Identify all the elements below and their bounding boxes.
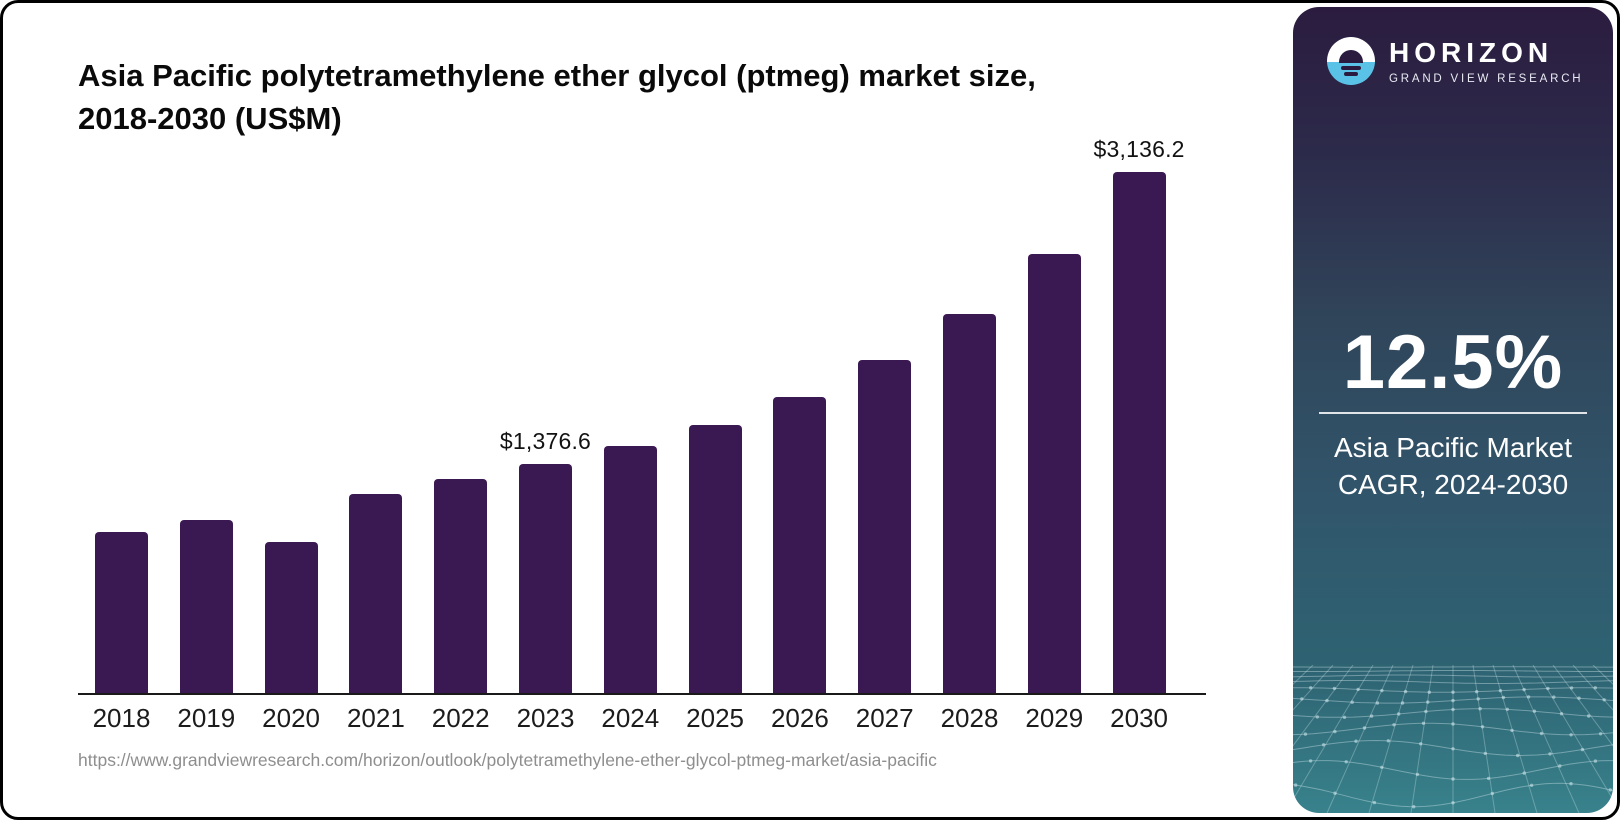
bar-2021 xyxy=(349,493,403,693)
bar-chart: 2018 2019 2020 2021 2022 $1,376.6 2023 2024 2025… xyxy=(78,136,1206,733)
x-axis-label-2021: 2021 xyxy=(346,703,405,733)
bar-2024 xyxy=(603,446,657,693)
bar-2025 xyxy=(688,424,742,693)
x-axis-label-2025: 2025 xyxy=(686,703,745,733)
sidebar-panel: HORIZON GRAND VIEW RESEARCH 12.5% Asia P… xyxy=(1293,7,1613,813)
brand-name: HORIZON xyxy=(1389,37,1554,68)
brand-block: HORIZON GRAND VIEW RESEARCH xyxy=(1327,37,1583,85)
x-axis-label-2020: 2020 xyxy=(262,703,321,733)
x-axis-label-2023: 2023 xyxy=(516,703,575,733)
x-axis-label-2027: 2027 xyxy=(855,703,914,733)
bar-2023 xyxy=(519,464,572,693)
horizon-line-1 xyxy=(1341,66,1361,70)
brand-text: HORIZON GRAND VIEW RESEARCH xyxy=(1389,37,1583,85)
bar-2028 xyxy=(943,314,996,693)
sun-shape xyxy=(1339,50,1363,63)
brand-tagline: GRAND VIEW RESEARCH xyxy=(1389,73,1584,85)
bar-2027 xyxy=(858,360,912,693)
bar-2018 xyxy=(95,531,148,693)
x-axis-label-2028: 2028 xyxy=(940,703,999,733)
x-axis-label-2024: 2024 xyxy=(601,703,660,733)
source-url: https://www.grandviewresearch.com/horizo… xyxy=(78,750,937,770)
data-label-2023: $1,376.6 xyxy=(499,428,592,455)
chart-title: Asia Pacific polytetramethylene ether gl… xyxy=(78,57,1036,136)
cagr-label-line2: CAGR, 2024-2030 xyxy=(1337,468,1569,500)
bar-2029 xyxy=(1027,253,1081,693)
bar-2030 xyxy=(1112,172,1166,693)
stat-divider xyxy=(1319,412,1587,414)
bar-2022 xyxy=(434,478,488,693)
horizon-sun-circle-icon xyxy=(1327,37,1375,85)
bar-2019 xyxy=(179,519,233,693)
x-axis-label-2022: 2022 xyxy=(431,703,490,733)
cagr-label-line1: Asia Pacific Market xyxy=(1333,432,1573,463)
x-axis-label-2030: 2030 xyxy=(1110,703,1169,733)
wireframe-mesh-decoration xyxy=(1293,665,1613,813)
bar-2020 xyxy=(264,541,318,693)
x-axis-label-2029: 2029 xyxy=(1025,703,1084,733)
bar-2026 xyxy=(773,397,827,693)
horizon-line-2 xyxy=(1344,72,1358,76)
x-axis-label-2026: 2026 xyxy=(770,703,829,733)
cagr-label: Asia Pacific Market CAGR, 2024-2030 xyxy=(1293,430,1613,504)
cagr-value: 12.5% xyxy=(1342,320,1564,405)
x-axis-label-2018: 2018 xyxy=(92,703,151,733)
x-axis-label-2019: 2019 xyxy=(177,703,236,733)
data-label-2030: $3,136.2 xyxy=(1093,136,1185,163)
